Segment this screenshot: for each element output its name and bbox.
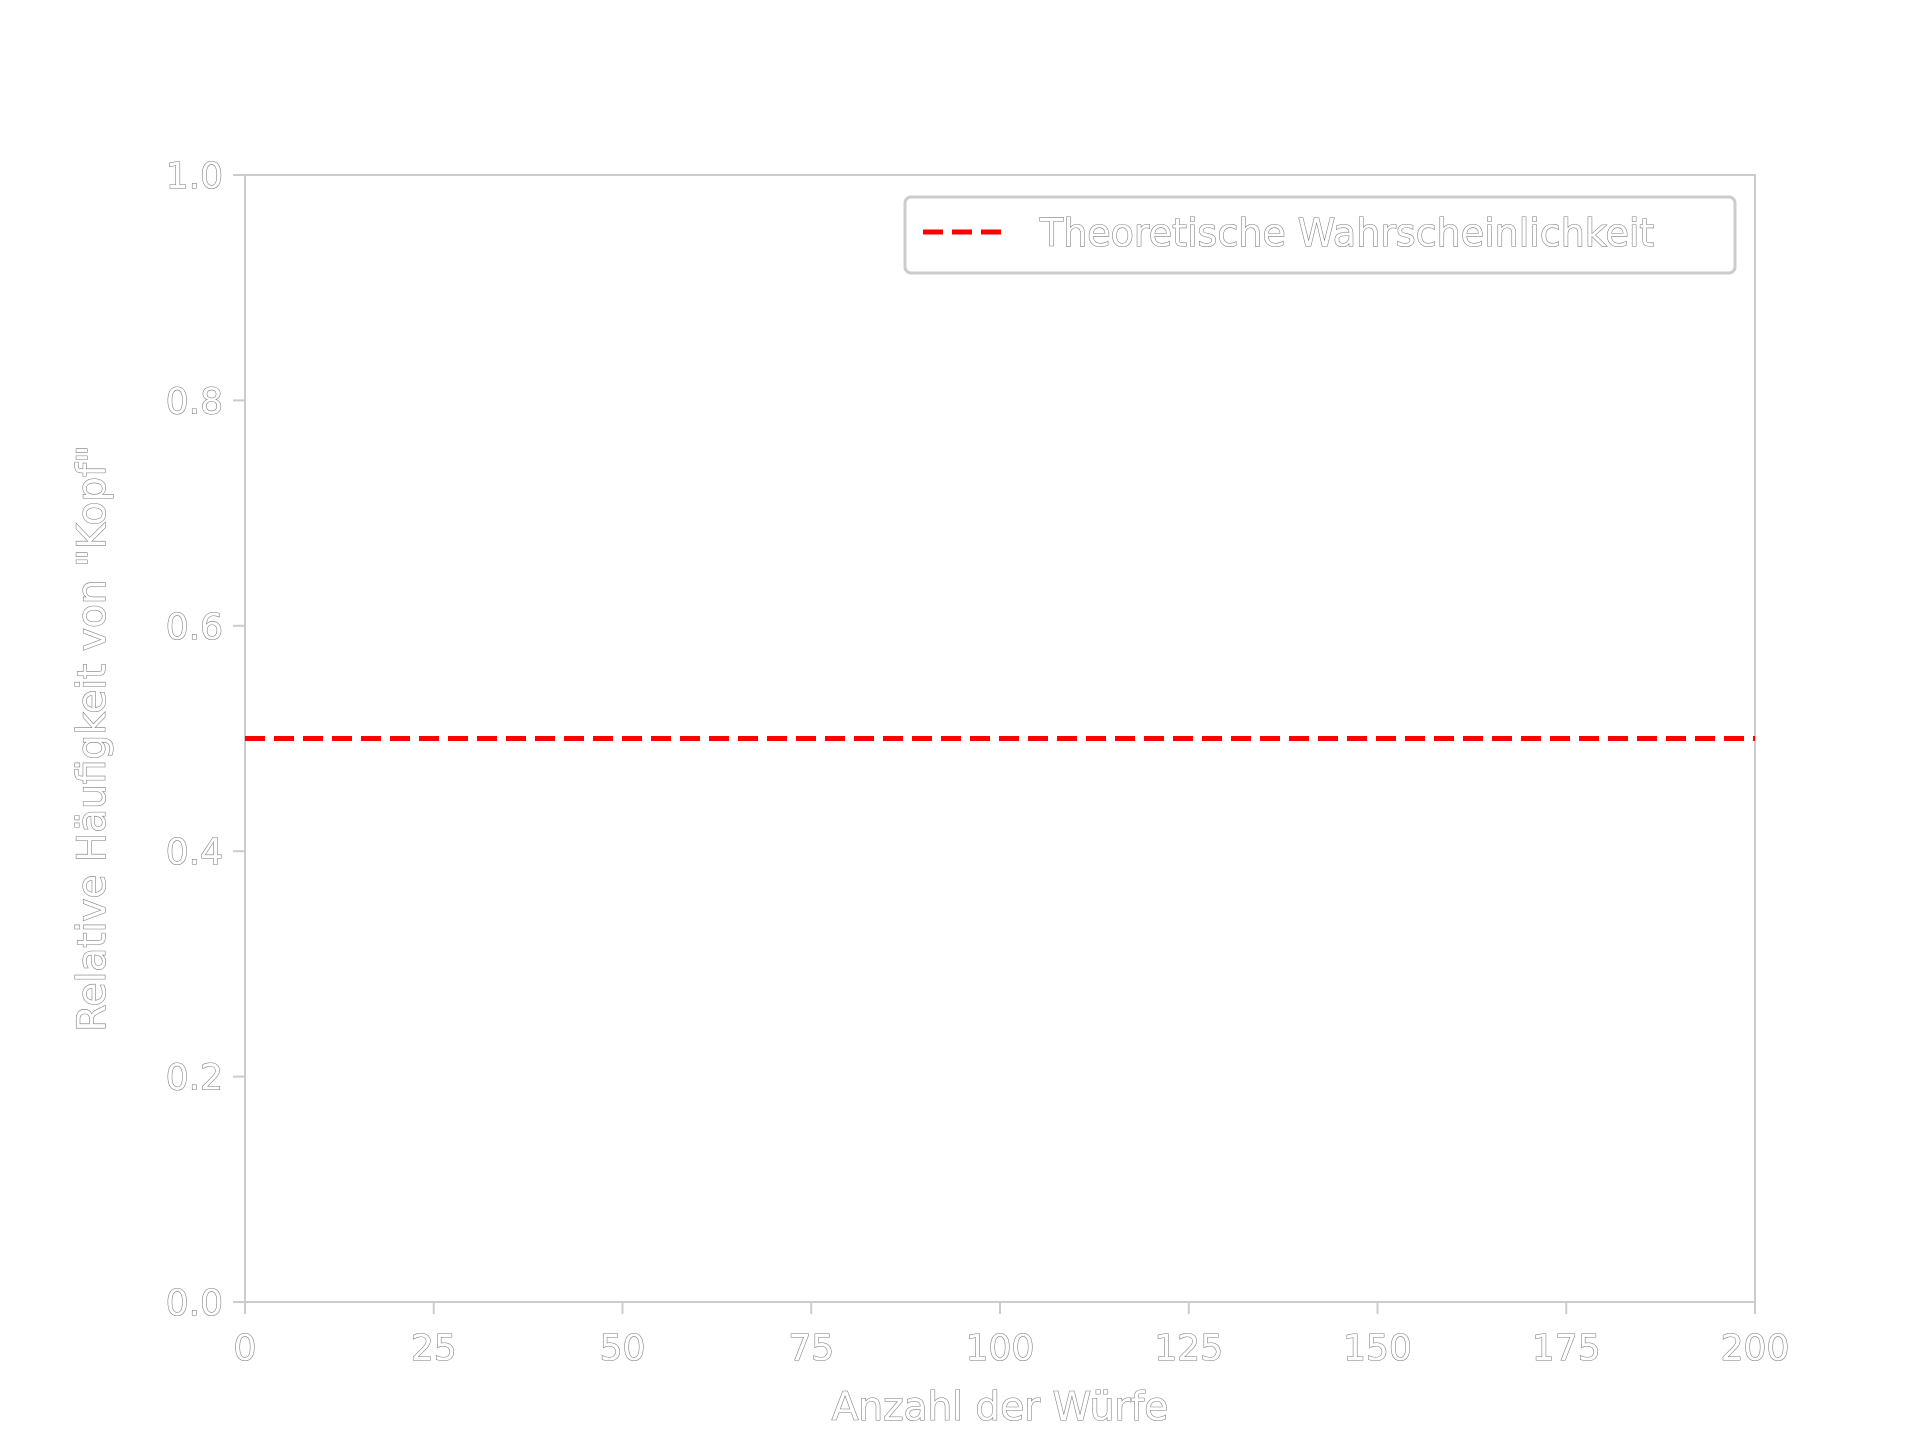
y-tick-label: 0.6 bbox=[166, 607, 223, 648]
x-tick-label: 75 bbox=[788, 1328, 834, 1369]
y-tick-label: 0.4 bbox=[166, 832, 223, 873]
x-tick-label: 100 bbox=[966, 1328, 1035, 1369]
x-axis-label: Anzahl der Würfe bbox=[832, 1385, 1169, 1430]
y-tick-label: 0.0 bbox=[166, 1283, 223, 1324]
legend: Theoretische Wahrscheinlichkeit bbox=[903, 195, 1737, 275]
y-tick-label: 0.8 bbox=[166, 381, 223, 422]
x-tick-label: 175 bbox=[1532, 1328, 1601, 1369]
x-tick-label: 25 bbox=[411, 1328, 457, 1369]
y-axis: 0.0 0.2 0.4 0.6 0.8 1.0 bbox=[165, 155, 245, 1325]
x-tick-label: 0 bbox=[234, 1328, 257, 1369]
y-axis-label: Relative Häufigkeit von "Kopf" bbox=[70, 445, 115, 1032]
y-tick-label: 0.2 bbox=[166, 1058, 223, 1099]
x-tick-label: 150 bbox=[1343, 1328, 1412, 1369]
x-tick-label: 200 bbox=[1721, 1328, 1790, 1369]
x-axis: 0 25 50 75 100 125 150 175 200 bbox=[233, 1302, 1790, 1370]
legend-box bbox=[903, 195, 1737, 275]
y-tick-label: 1.0 bbox=[166, 156, 223, 197]
legend-label: Theoretische Wahrscheinlichkeit bbox=[1039, 211, 1654, 255]
x-tick-label: 125 bbox=[1154, 1328, 1223, 1369]
x-tick-label: 50 bbox=[600, 1328, 646, 1369]
